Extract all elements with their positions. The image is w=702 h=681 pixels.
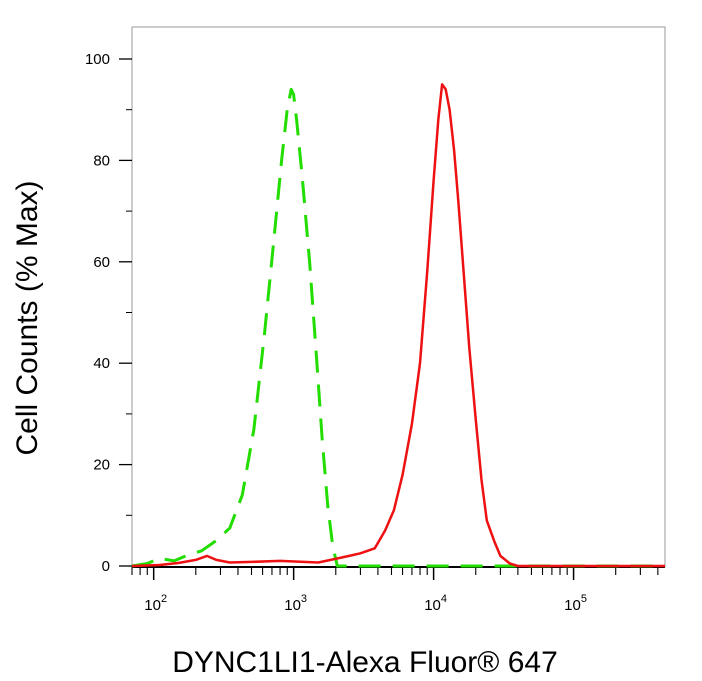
x-tick-label-10-5: 105 [564, 593, 587, 614]
y-tick-label-0: 0 [102, 558, 110, 575]
plot-frame [131, 26, 666, 568]
y-tick-label-60: 60 [93, 254, 110, 271]
x-tick-base: 10 [144, 597, 161, 614]
x-tick-exponent: 3 [301, 593, 307, 605]
series-line-1 [131, 87, 665, 568]
x-tick-base: 10 [424, 597, 441, 614]
series-layer [131, 83, 665, 568]
x-tick-label-10-4: 104 [424, 593, 447, 614]
y-tick-label-80: 80 [93, 152, 110, 169]
x-tick-label-10-3: 103 [284, 593, 307, 614]
x-tick-exponent: 5 [581, 593, 587, 605]
y-tick-label-100: 100 [85, 51, 110, 68]
series-line-2 [131, 83, 665, 568]
x-tick-exponent: 4 [441, 593, 447, 605]
x-tick-base: 10 [564, 597, 581, 614]
x-axis-title: DYNC1LI1-Alexa Fluor® 647 [172, 646, 558, 679]
y-tick-label-40: 40 [93, 355, 110, 372]
y-tick-label-20: 20 [93, 457, 110, 474]
y-axis-title: Cell Counts (% Max) [11, 180, 44, 455]
x-tick-base: 10 [284, 597, 301, 614]
x-tick-label-10-2: 102 [144, 593, 167, 614]
x-tick-exponent: 2 [161, 593, 167, 605]
